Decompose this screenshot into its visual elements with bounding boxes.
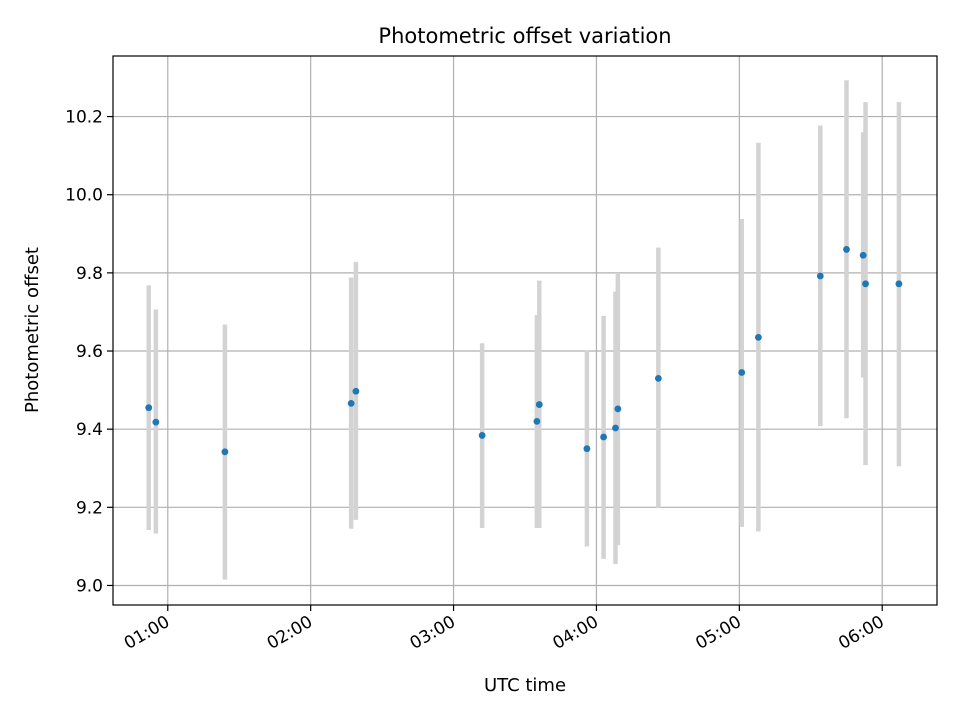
- x-axis: 01:00 02:00 03:00 04:00 05:00 06:00: [121, 605, 888, 654]
- plot-frame: [112, 55, 938, 606]
- grid: [113, 56, 937, 605]
- data-point: [614, 405, 622, 413]
- data-point: [738, 369, 746, 376]
- y-tick-label: 9.6: [76, 342, 103, 362]
- y-tick-label: 9.4: [76, 420, 103, 440]
- y-tick-label: 9.8: [76, 264, 103, 284]
- data-point: [862, 280, 869, 288]
- x-axis-label: UTC time: [484, 675, 566, 696]
- data-point: [145, 404, 153, 412]
- data-point: [843, 246, 850, 253]
- data-point: [583, 445, 591, 453]
- y-tick-label: 10.2: [65, 108, 103, 128]
- data-points: [145, 246, 903, 456]
- data-point: [600, 433, 607, 441]
- data-point: [754, 333, 762, 341]
- y-tick-label: 9.0: [76, 576, 103, 596]
- data-point: [612, 424, 619, 432]
- data-point: [352, 387, 360, 395]
- y-tick-label: 10.0: [65, 186, 103, 206]
- y-axis-label: Photometric offset: [22, 247, 43, 413]
- data-point: [533, 417, 541, 425]
- chart-title: Photometric offset variation: [378, 24, 671, 48]
- data-point: [654, 374, 662, 382]
- data-point: [221, 448, 229, 456]
- data-point: [859, 251, 867, 259]
- data-point: [347, 399, 355, 407]
- data-point: [152, 418, 160, 426]
- y-axis: 9.0 9.2 9.4 9.6 9.8 10.0 10.2: [65, 108, 113, 596]
- data-point: [478, 432, 486, 439]
- y-tick-label: 9.2: [76, 498, 103, 518]
- data-point: [895, 280, 903, 288]
- data-point: [816, 272, 824, 280]
- data-point: [535, 401, 543, 408]
